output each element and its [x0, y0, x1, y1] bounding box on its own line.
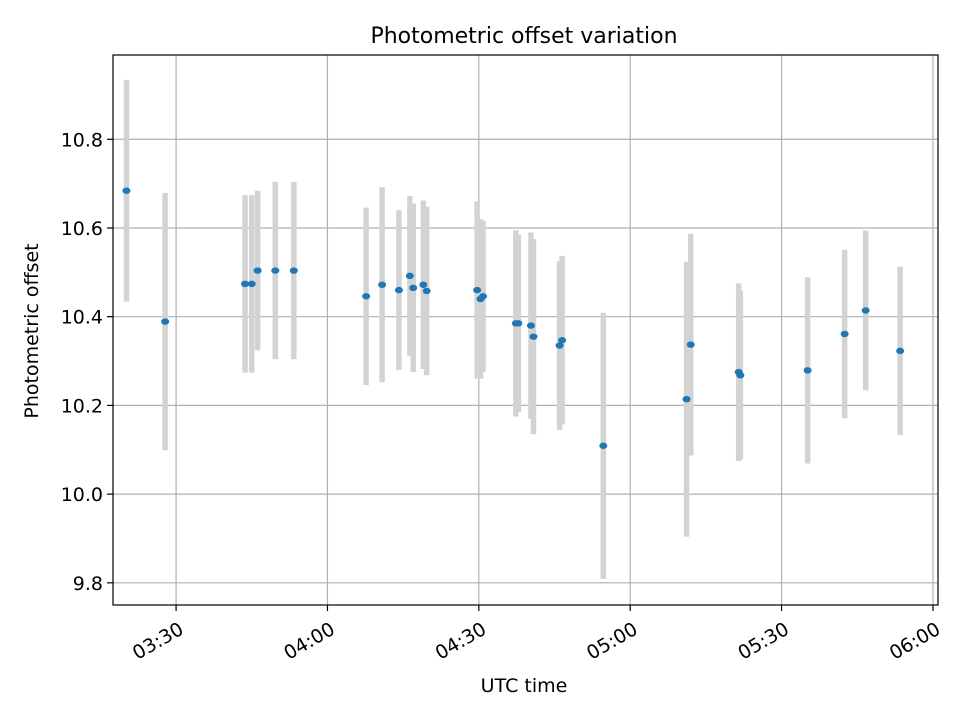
data-points	[122, 187, 905, 449]
data-point	[362, 293, 371, 300]
x-tick-label: 05:30	[734, 618, 792, 664]
y-tick-label: 10.0	[61, 484, 103, 506]
plot-frame	[112, 54, 939, 606]
x-tick-label: 03:30	[129, 618, 187, 664]
y-tick-label: 10.8	[61, 129, 103, 151]
data-point	[289, 267, 298, 274]
x-tick-label: 04:30	[432, 618, 490, 664]
data-point	[555, 342, 564, 349]
x-tick-label: 04:00	[280, 618, 338, 664]
data-point	[161, 318, 170, 325]
data-point	[514, 320, 523, 327]
data-point	[736, 372, 745, 379]
data-point	[409, 284, 418, 292]
chart-title: Photometric offset variation	[370, 24, 677, 49]
x-axis-label: UTC time	[481, 675, 568, 697]
data-point	[394, 286, 403, 294]
grid	[113, 55, 938, 605]
data-point	[529, 333, 538, 340]
data-point	[558, 337, 567, 344]
data-point	[271, 267, 280, 274]
data-point	[419, 281, 428, 288]
data-point	[479, 293, 488, 300]
data-point	[122, 187, 131, 194]
error-bars	[123, 79, 903, 579]
data-point	[840, 330, 849, 338]
y-tick-label: 10.4	[61, 307, 103, 329]
y-axis-label: Photometric offset	[21, 243, 43, 418]
data-point	[253, 267, 262, 274]
data-point	[241, 280, 250, 288]
y-tick-label: 10.6	[61, 218, 103, 240]
data-point	[682, 395, 691, 403]
data-point	[861, 307, 870, 314]
data-point	[378, 281, 387, 288]
y-axis-ticks: 9.8 10.0 10.2 10.4 10.6 10.8	[61, 129, 113, 595]
data-point	[405, 272, 414, 280]
data-point	[803, 367, 812, 374]
data-point	[896, 347, 905, 355]
x-tick-label: 05:00	[583, 618, 641, 664]
data-point	[686, 341, 695, 348]
x-axis-ticks: 03:30 04:00 04:30 05:00 05:30 06:00	[129, 605, 944, 664]
y-tick-label: 10.2	[61, 395, 103, 417]
data-point	[422, 287, 431, 295]
data-point	[247, 280, 256, 288]
x-tick-label: 06:00	[886, 618, 944, 664]
data-point	[473, 286, 482, 294]
data-point	[526, 322, 535, 329]
y-tick-label: 9.8	[73, 573, 103, 595]
data-point	[599, 442, 608, 449]
